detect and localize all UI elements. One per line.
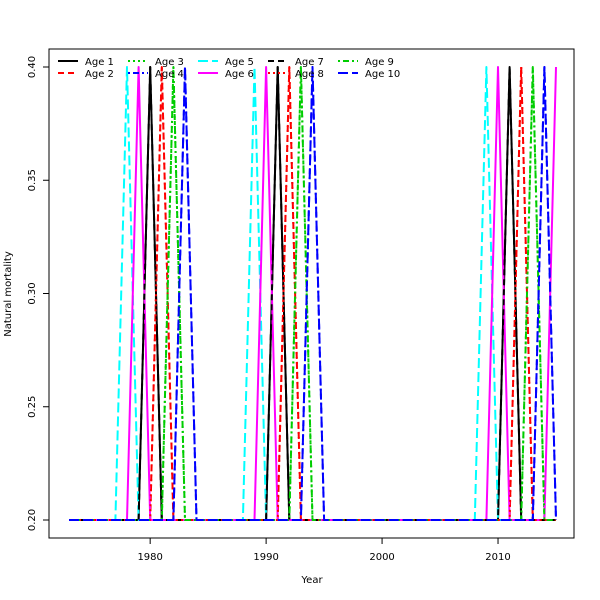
legend-label-age-5: Age 5 [225,57,254,68]
legend-label-age-6: Age 6 [225,69,254,80]
y-axis-label: Natural mortality [3,251,14,337]
series-line-age-5 [69,66,556,521]
legend-label-age-10: Age 10 [365,69,400,80]
y-tick-label: 0.35 [27,169,38,191]
legend-label-age-9: Age 9 [365,57,394,68]
y-tick-label: 0.20 [27,509,38,531]
legend-label-age-2: Age 2 [85,69,114,80]
y-tick-label: 0.25 [27,396,38,418]
series-line-age-7 [69,66,556,521]
x-tick-label: 1980 [137,552,162,563]
series-line-age-8 [69,66,556,521]
series-line-age-10 [69,66,557,521]
legend-label-age-1: Age 1 [85,57,114,68]
series-layer [69,66,557,521]
x-tick-label: 2000 [369,552,394,563]
x-tick-label: 2010 [485,552,510,563]
series-line-age-9 [69,66,556,521]
legend-label-age-3: Age 3 [155,57,184,68]
x-tick-label: 1990 [253,552,278,563]
y-tick-label: 0.30 [27,282,38,304]
legend-label-age-8: Age 8 [295,69,324,80]
axes-layer: 1980 1990 2000 2010 0.20 0.25 0.30 0.35 0.40 [27,56,511,563]
series-line-age-3 [69,66,556,521]
y-tick-label: 0.40 [27,56,38,78]
x-axis-label: Year [300,575,323,586]
legend-label-age-4: Age 4 [155,69,184,80]
legend-label-age-7: Age 7 [295,57,324,68]
